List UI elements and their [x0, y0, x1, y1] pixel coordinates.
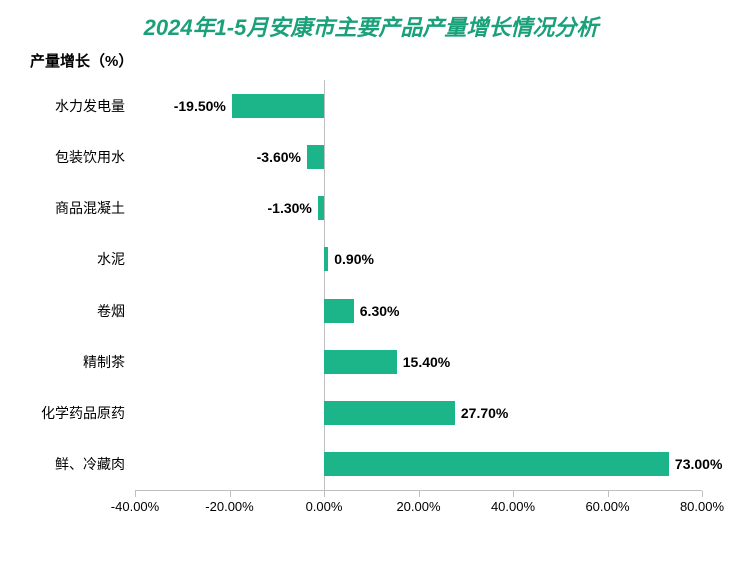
x-tick [702, 491, 703, 497]
x-tick-label: 40.00% [491, 499, 535, 514]
chart-row: 商品混凝土-1.30% [135, 183, 702, 234]
chart-row: 精制茶15.40% [135, 336, 702, 387]
value-label: -1.30% [268, 200, 312, 216]
value-label: -19.50% [174, 98, 226, 114]
x-tick-label: 0.00% [306, 499, 343, 514]
bar [324, 401, 455, 425]
x-tick-label: -20.00% [205, 499, 253, 514]
x-axis: -40.00%-20.00%0.00%20.00%40.00%60.00%80.… [135, 490, 702, 530]
x-tick [135, 491, 136, 497]
chart-ylabel: 产量增长（%） [30, 50, 133, 71]
value-label: 15.40% [403, 354, 450, 370]
chart-row: 水力发电量-19.50% [135, 80, 702, 131]
value-label: -3.60% [257, 149, 301, 165]
category-label: 水力发电量 [55, 96, 125, 116]
value-label: 6.30% [360, 303, 400, 319]
chart-row: 水泥0.90% [135, 234, 702, 285]
value-label: 0.90% [334, 251, 374, 267]
bar [318, 196, 324, 220]
chart-row: 鲜、冷藏肉73.00% [135, 439, 702, 490]
bar [324, 247, 328, 271]
category-label: 商品混凝土 [55, 198, 125, 218]
category-label: 鲜、冷藏肉 [55, 454, 125, 474]
bar [324, 350, 397, 374]
plot-region: 水力发电量-19.50%包装饮用水-3.60%商品混凝土-1.30%水泥0.90… [135, 80, 702, 490]
bar [307, 145, 324, 169]
x-tick [230, 491, 231, 497]
bar [324, 299, 354, 323]
value-label: 73.00% [675, 456, 722, 472]
category-label: 卷烟 [97, 301, 125, 321]
x-tick [513, 491, 514, 497]
x-tick [419, 491, 420, 497]
category-label: 化学药品原药 [41, 403, 125, 423]
x-tick [608, 491, 609, 497]
category-label: 水泥 [97, 249, 125, 269]
x-tick-label: -40.00% [111, 499, 159, 514]
bar [232, 94, 324, 118]
category-label: 精制茶 [83, 352, 125, 372]
chart-row: 化学药品原药27.70% [135, 388, 702, 439]
category-label: 包装饮用水 [55, 147, 125, 167]
chart-row: 包装饮用水-3.60% [135, 131, 702, 182]
x-tick-label: 80.00% [680, 499, 724, 514]
bar [324, 452, 669, 476]
x-tick [324, 491, 325, 497]
chart-title: 2024年1-5月安康市主要产品产量增长情况分析 [0, 0, 742, 42]
value-label: 27.70% [461, 405, 508, 421]
x-tick-label: 20.00% [396, 499, 440, 514]
x-tick-label: 60.00% [585, 499, 629, 514]
chart-row: 卷烟6.30% [135, 285, 702, 336]
chart-area: 水力发电量-19.50%包装饮用水-3.60%商品混凝土-1.30%水泥0.90… [0, 80, 742, 530]
